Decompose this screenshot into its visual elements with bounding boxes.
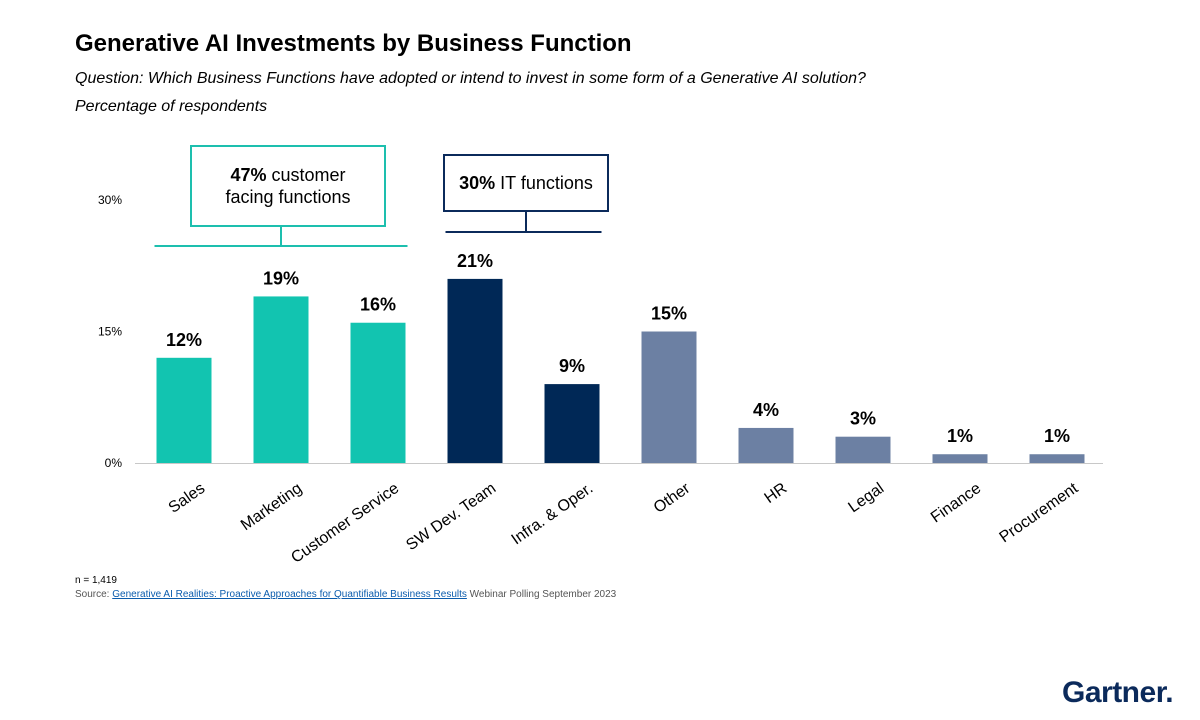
category-label: Finance — [928, 480, 984, 527]
bar-sales — [156, 357, 212, 463]
bar-value-label: 21% — [457, 251, 493, 271]
source-link[interactable]: Generative AI Realities: Proactive Appro… — [112, 589, 467, 600]
it-functions-callout: 30% IT functions — [443, 154, 609, 212]
bar-marketing — [253, 296, 309, 463]
category-label: Other — [651, 479, 694, 516]
source-prefix: Source: — [75, 589, 113, 600]
chart-question: Question: Which Business Functions have … — [75, 70, 866, 87]
bar-value-label: 15% — [651, 304, 687, 324]
customer-callout-pct: 47% — [230, 165, 267, 185]
category-label: Procurement — [996, 480, 1081, 547]
category-label: Sales — [166, 480, 209, 517]
customer-callout-line2: facing functions — [225, 187, 351, 207]
bar-value-label: 3% — [850, 409, 876, 429]
bar-value-label: 12% — [166, 330, 202, 350]
bar-procurement — [1029, 454, 1085, 463]
bar-other — [641, 331, 697, 463]
y-tick-label: 30% — [98, 193, 122, 207]
y-tick-label: 15% — [98, 325, 122, 339]
bar-value-label: 1% — [947, 426, 973, 446]
it-callout-text: IT functions — [500, 172, 593, 193]
bar-value-label: 9% — [559, 356, 585, 376]
category-label: Customer Service — [288, 480, 402, 567]
chart-subtitle: Percentage of respondents — [75, 98, 268, 115]
bar-value-label: 4% — [753, 400, 779, 420]
source-suffix: Webinar Polling September 2023 — [466, 589, 617, 600]
customer-facing-callout: 47% customer facing functions — [190, 145, 386, 227]
bar-hr — [738, 427, 794, 463]
bar-value-label: 1% — [1044, 426, 1070, 446]
y-tick-label: 0% — [105, 456, 123, 470]
category-label: Legal — [845, 480, 887, 516]
bar-customer-service — [350, 322, 406, 463]
chart-title: Generative AI Investments by Business Fu… — [75, 30, 632, 57]
bar-infra-oper- — [544, 384, 600, 463]
it-callout-pct: 30% — [459, 172, 496, 193]
category-label: Marketing — [238, 480, 305, 534]
category-label: SW Dev. Team — [403, 480, 499, 554]
customer-callout-line1: customer — [271, 165, 346, 185]
bar-legal — [835, 436, 891, 463]
bar-value-label: 16% — [360, 295, 396, 315]
gartner-logo: Gartner. — [1062, 676, 1174, 709]
bar-sw-dev-team — [447, 278, 503, 463]
bar-finance — [932, 454, 988, 463]
sample-size-note: n = 1,419 — [75, 575, 117, 586]
category-label: Infra. & Oper. — [509, 480, 597, 549]
category-label: HR — [762, 480, 791, 507]
bar-value-label: 19% — [263, 268, 299, 288]
source-note: Source: Generative AI Realities: Proacti… — [75, 589, 616, 600]
